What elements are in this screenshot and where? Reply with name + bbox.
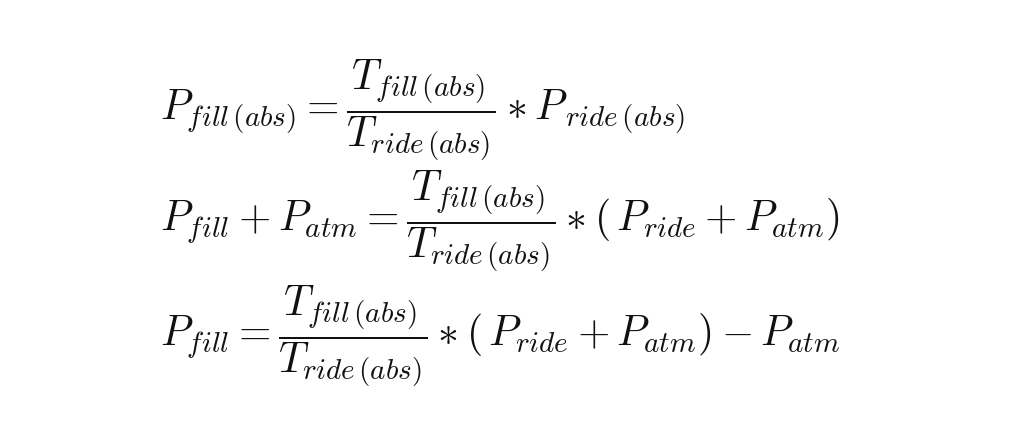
Text: $P_{fill} = \dfrac{T_{fill\,(abs)}}{T_{ride\,(abs)}} * (\,P_{ride} + P_{atm}) - : $P_{fill} = \dfrac{T_{fill\,(abs)}}{T_{r… [160, 283, 840, 389]
Text: $P_{fill\,(abs)} = \dfrac{T_{fill\,(abs)}}{T_{ride\,(abs)}} * P_{\,ride\,(abs)}$: $P_{fill\,(abs)} = \dfrac{T_{fill\,(abs)… [160, 57, 685, 162]
Text: $P_{fill} + P_{atm} = \dfrac{T_{fill\,(abs)}}{T_{ride\,(abs)}} * (\,P_{ride} + P: $P_{fill} + P_{atm} = \dfrac{T_{fill\,(a… [160, 169, 840, 274]
